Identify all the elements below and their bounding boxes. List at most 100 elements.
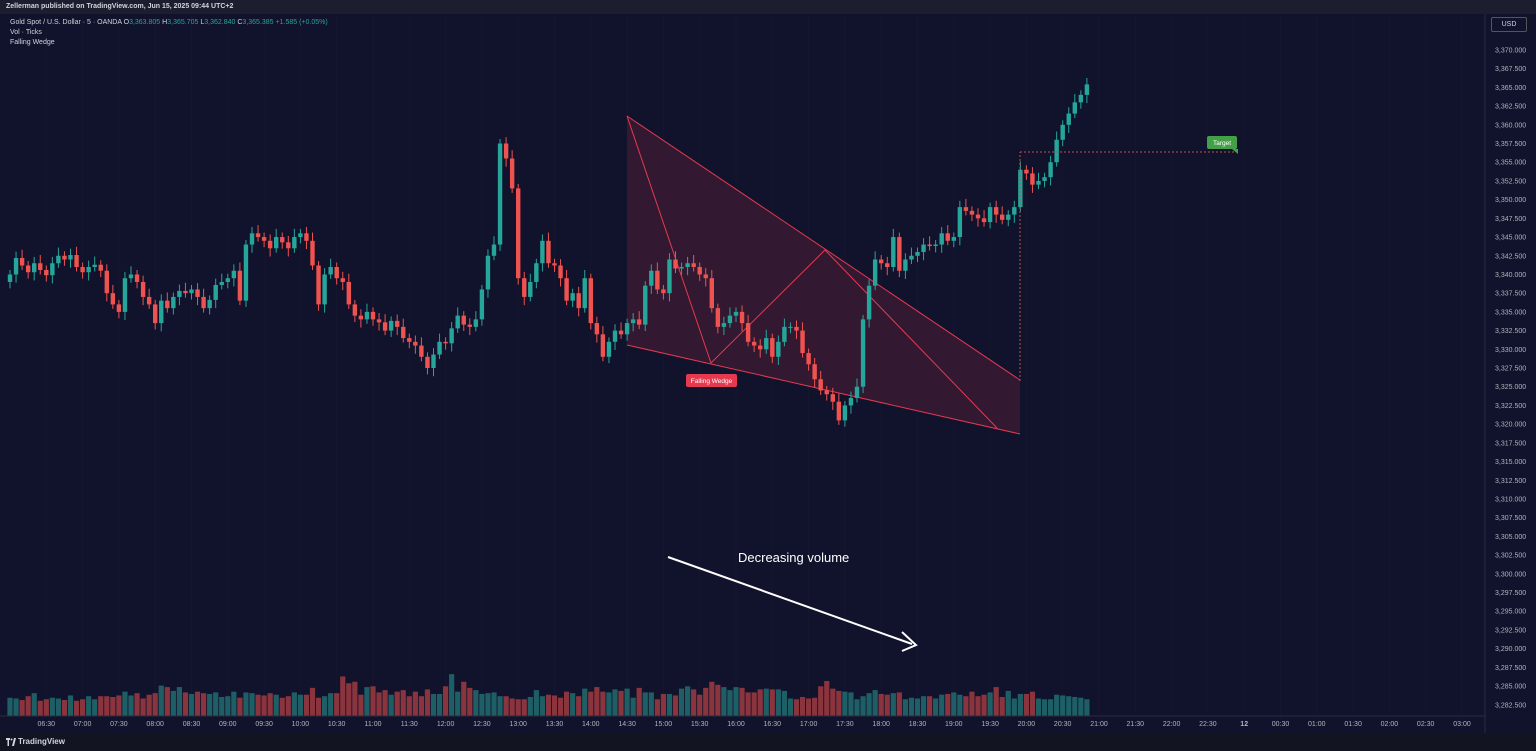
candle-body <box>564 278 569 301</box>
candle-body <box>582 278 587 309</box>
time-axis[interactable]: 06:30 07:00 07:30 08:00 08:30 09:00 09:30 10:00… <box>38 721 1471 728</box>
volume-bar <box>1066 696 1072 716</box>
volume-bar <box>273 694 279 716</box>
volume-bar <box>55 698 61 716</box>
candle-body <box>1054 139 1059 163</box>
volume-bar <box>721 687 727 716</box>
candle-body <box>286 242 291 249</box>
candle-body <box>842 405 848 421</box>
price-tick-label: 3,347.500 <box>1495 216 1526 223</box>
volume-bar <box>1078 697 1084 716</box>
candle-body <box>370 311 376 320</box>
volume-bar <box>975 696 981 716</box>
candle-body <box>606 341 612 357</box>
volume-bar <box>182 692 189 716</box>
candle-body <box>503 143 509 159</box>
candle-body <box>467 324 472 327</box>
price-tick-label: 3,282.500 <box>1495 702 1526 709</box>
candle-body <box>38 263 43 270</box>
time-tick-label: 18:00 <box>872 721 890 728</box>
volume-bar <box>267 693 273 716</box>
candle-body <box>679 266 684 269</box>
candle-body <box>697 266 702 275</box>
volume-bar <box>382 690 388 716</box>
candle-body <box>776 341 781 357</box>
candle-body <box>346 281 351 305</box>
candle-body <box>128 274 134 279</box>
volume-bar <box>582 688 588 716</box>
time-tick-label: 01:00 <box>1308 721 1326 728</box>
candle-body <box>727 315 733 324</box>
volume-bar <box>370 686 376 716</box>
candle-body <box>237 270 243 301</box>
publish-info-text: Zellerman published on TradingView.com, … <box>6 3 234 10</box>
candle-body <box>540 240 545 264</box>
price-tick-label: 3,362.500 <box>1495 104 1526 111</box>
volume-bar <box>866 693 872 716</box>
wedge-lower-line <box>626 344 1021 435</box>
candle-body <box>927 244 932 247</box>
price-tick-label: 3,327.500 <box>1495 366 1526 373</box>
candle-body <box>177 290 182 297</box>
legend-close-label: C <box>237 19 243 26</box>
volume-bar <box>491 692 497 716</box>
candle-body <box>782 326 787 342</box>
volume-bar <box>769 689 775 716</box>
wedge-label-text: Falling Wedge <box>691 378 733 385</box>
candle-body <box>788 326 793 328</box>
price-tick-label: 3,307.500 <box>1495 515 1526 522</box>
volume-bar <box>624 688 630 716</box>
price-tick-label: 3,345.000 <box>1495 235 1526 242</box>
candle-body <box>479 289 485 320</box>
volume-bar <box>297 694 303 716</box>
volume-bar <box>763 688 769 716</box>
volume-bar <box>134 693 140 716</box>
currency-button[interactable]: USD <box>1491 17 1527 32</box>
wedge-upper-line <box>626 115 1021 381</box>
volume-bar <box>188 693 195 716</box>
volume-bar <box>473 690 479 716</box>
price-tick-label: 3,342.500 <box>1495 253 1526 260</box>
price-axis[interactable]: 3,370.000 3,367.500 3,365.000 3,362.500 3,36… <box>1495 47 1526 709</box>
legend-high-label: H <box>162 19 168 26</box>
volume-bar <box>672 695 679 716</box>
candle-body <box>915 252 920 256</box>
time-tick-label: 08:00 <box>146 721 164 728</box>
falling-wedge-pattern[interactable] <box>626 115 1021 435</box>
price-tick-label: 3,287.500 <box>1495 665 1526 672</box>
volume-bar <box>969 691 975 716</box>
legend-indicator-volume[interactable]: Vol · Ticks <box>10 29 42 36</box>
candle-body <box>715 308 721 327</box>
candle-body <box>618 330 624 335</box>
volume-bar <box>255 694 261 716</box>
candle-body <box>1084 84 1090 95</box>
candle-body <box>655 270 660 290</box>
volume-bar <box>213 692 219 716</box>
volume-bar <box>13 698 19 716</box>
candle-body <box>25 265 31 273</box>
volume-bar <box>388 694 394 716</box>
candle-body <box>376 319 382 323</box>
volume-arrow <box>667 556 918 652</box>
price-tick-label: 3,302.500 <box>1495 553 1526 560</box>
volume-bar <box>727 690 733 716</box>
volume-bar <box>455 691 461 716</box>
volume-bar <box>400 690 406 716</box>
volume-bar <box>648 692 654 716</box>
candle-body <box>134 274 140 282</box>
volume-bar <box>521 699 527 716</box>
volume-bar <box>551 695 558 716</box>
price-tick-label: 3,340.000 <box>1495 272 1526 279</box>
price-tick-label: 3,312.500 <box>1495 478 1526 485</box>
volume-bar <box>467 687 473 716</box>
candle-body <box>255 233 261 238</box>
candle-body <box>491 244 497 256</box>
candle-body <box>951 237 956 241</box>
volume-bar <box>140 698 146 716</box>
volume-bar <box>31 693 37 716</box>
candle-body <box>570 293 575 301</box>
volume-bar <box>152 693 158 716</box>
candle-body <box>110 293 116 305</box>
legend-indicator-wedge[interactable]: Falling Wedge <box>10 39 55 46</box>
